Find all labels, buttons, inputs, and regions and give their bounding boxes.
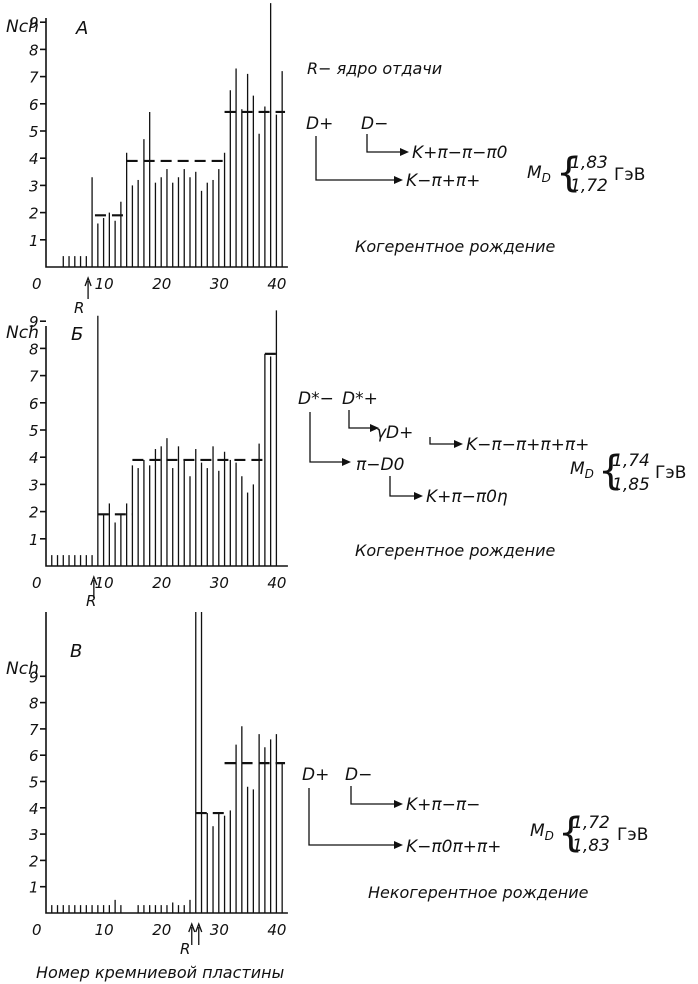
panel-c-particle-1: D+ xyxy=(302,765,329,785)
panel-c-particle-2: D− xyxy=(345,765,372,785)
panel-c-note: Некогерентное рождение xyxy=(368,883,589,902)
panel-c-ytick-label: 3 xyxy=(29,826,39,844)
panel-b-ytick-label: 1 xyxy=(29,531,39,549)
x-axis-label: Номер кремниевой пластины xyxy=(36,963,284,982)
panel-a-ytick-label: 3 xyxy=(29,177,39,195)
panel-a-ytick-label: 5 xyxy=(29,123,39,141)
panel-a-brace: { xyxy=(556,150,581,196)
panel-c-mass-symbol: MD xyxy=(530,821,554,843)
panel-c-xtick-label: 40 xyxy=(267,921,286,939)
panel-c-ytick-label: 1 xyxy=(29,879,39,897)
panel-c-ytick-label: 2 xyxy=(29,852,39,870)
panel-c-xtick-label: 20 xyxy=(152,921,171,939)
panel-c-decay-1: K+π−π− xyxy=(406,795,480,815)
panel-c-brace: { xyxy=(558,810,583,856)
panel-b-note: Когерентное рождение xyxy=(355,541,555,560)
panel-b-decay-1: γD+ xyxy=(376,423,413,443)
panel-c-ylabel: Nch xyxy=(6,659,39,679)
panel-a-note: Когерентное рождение xyxy=(355,237,555,256)
panel-b-process: D*− D*+ γD+ K−π−π+π+π+ π−D0 K+π−π0η MD {… xyxy=(298,389,686,560)
panel-a-xtick-label: 40 xyxy=(267,275,286,293)
panel-a-ytick-label: 2 xyxy=(29,205,39,223)
panel-b-ytick-label: 5 xyxy=(29,422,39,440)
panel-a-mass-2: 1,72 xyxy=(570,176,608,196)
panel-c-xtick-label: 30 xyxy=(210,921,229,939)
panel-a-ytick-label: 7 xyxy=(29,69,39,87)
panel-a-recoil-label: R xyxy=(74,299,84,317)
panel-b-decay-3: π−D0 xyxy=(356,455,404,475)
panel-a-ytick-label: 9 xyxy=(29,14,39,32)
panel-c-process: D+ D− K+π−π− K−π0π+π+ MD { 1,72 1,83 ГэВ… xyxy=(302,765,648,902)
panel-b-unit: ГэВ xyxy=(655,463,686,483)
panel-b-title: Б xyxy=(71,324,83,345)
panel-c-mass-1: 1,72 xyxy=(572,813,610,833)
panel-c-decay-2: K−π0π+π+ xyxy=(406,837,501,857)
panel-a-plot: 1 2 3 4 5 6 7 8 9 0 10 20 30 40 xyxy=(29,3,288,299)
panel-c-ytick-label: 6 xyxy=(29,747,39,765)
panel-c-plot: 1 2 3 4 5 6 7 8 9 0 10 20 30 40 xyxy=(29,612,288,945)
panel-a-process: D+ D− K+π−π−π0 K−π+π+ MD { 1,83 1,72 ГэВ… xyxy=(306,114,645,256)
panel-c-ytick-label: 7 xyxy=(29,721,39,739)
panel-a-xtick-label: 20 xyxy=(152,275,171,293)
panel-b-recoil-arrowhead xyxy=(90,575,98,586)
panel-b-mass-1: 1,74 xyxy=(612,451,650,471)
panel-b-recoil-label: R xyxy=(86,592,96,610)
panel-a-mass-1: 1,83 xyxy=(570,153,608,173)
panel-a-title: A xyxy=(75,18,88,39)
panel-a-xtick-label: 30 xyxy=(210,275,229,293)
panel-b-ytick-label: 2 xyxy=(29,504,39,522)
panel-a-ylabel: Nch xyxy=(6,17,39,37)
panel-c-recoil-label: R xyxy=(180,940,190,958)
panel-b-particle-2: D*+ xyxy=(342,389,378,409)
panel-b-ytick-label: 3 xyxy=(29,476,39,494)
panel-c-mass-2: 1,83 xyxy=(572,836,610,856)
panel-b-particle-1: D*− xyxy=(298,389,334,409)
panel-c-ytick-label: 8 xyxy=(29,695,39,713)
panel-b-ytick-label: 8 xyxy=(29,340,39,358)
panel-c-recoil-arrowhead xyxy=(195,922,203,933)
panel-a-xtick-label: 0 xyxy=(32,275,42,293)
panel-b-brace: { xyxy=(598,448,623,494)
panel-c-ytick-label: 4 xyxy=(29,800,39,818)
panel-a-particle-1: D+ xyxy=(306,114,333,134)
panel-a-ytick-label: 8 xyxy=(29,41,39,59)
panel-b-decay-2: K−π−π+π+π+ xyxy=(466,435,589,455)
panel-b-ytick-label: 4 xyxy=(29,449,39,467)
panel-b-mass-2: 1,85 xyxy=(612,475,650,495)
panel-a-decay-1: K+π−π−π0 xyxy=(412,143,507,163)
panel-a-particle-2: D− xyxy=(361,114,388,134)
panel-b-xtick-label: 20 xyxy=(152,574,171,592)
panel-a-ytick-label: 6 xyxy=(29,96,39,114)
panel-a-mass-symbol: MD xyxy=(527,163,551,185)
panel-c-ytick-label: 5 xyxy=(29,774,39,792)
panel-c-ytick-label: 9 xyxy=(29,668,39,686)
panel-c-unit: ГэВ xyxy=(617,825,648,845)
panel-c-title: В xyxy=(70,641,82,662)
legend-recoil-nucleus: R− ядро отдачи xyxy=(307,59,442,78)
panel-b-xtick-label: 40 xyxy=(267,574,286,592)
panel-b-ytick-label: 6 xyxy=(29,395,39,413)
panel-b-ytick-label: 7 xyxy=(29,368,39,386)
panel-b-plot: 1 2 3 4 5 6 7 8 9 0 10 20 30 40 xyxy=(29,310,288,598)
panel-c-xtick-label: 10 xyxy=(95,921,114,939)
panel-a-ytick-label: 4 xyxy=(29,150,39,168)
panel-c-xtick-label: 0 xyxy=(32,921,42,939)
panel-b-ylabel: Nch xyxy=(6,323,39,343)
panel-c-recoil-arrowhead xyxy=(188,922,196,933)
panel-b-xtick-label: 10 xyxy=(95,574,114,592)
panel-b-ytick-label: 9 xyxy=(29,313,39,331)
panel-b-xtick-label: 0 xyxy=(32,574,42,592)
panel-b-mass-symbol: MD xyxy=(570,459,594,481)
panel-b-xtick-label: 30 xyxy=(210,574,229,592)
panel-a-decay-2: K−π+π+ xyxy=(406,171,480,191)
panel-a-ytick-label: 1 xyxy=(29,232,39,250)
panel-b-decay-4: K+π−π0η xyxy=(426,487,508,507)
panel-a-xtick-label: 10 xyxy=(95,275,114,293)
panel-a-recoil-arrowhead xyxy=(84,276,92,287)
panel-a-unit: ГэВ xyxy=(614,165,645,185)
